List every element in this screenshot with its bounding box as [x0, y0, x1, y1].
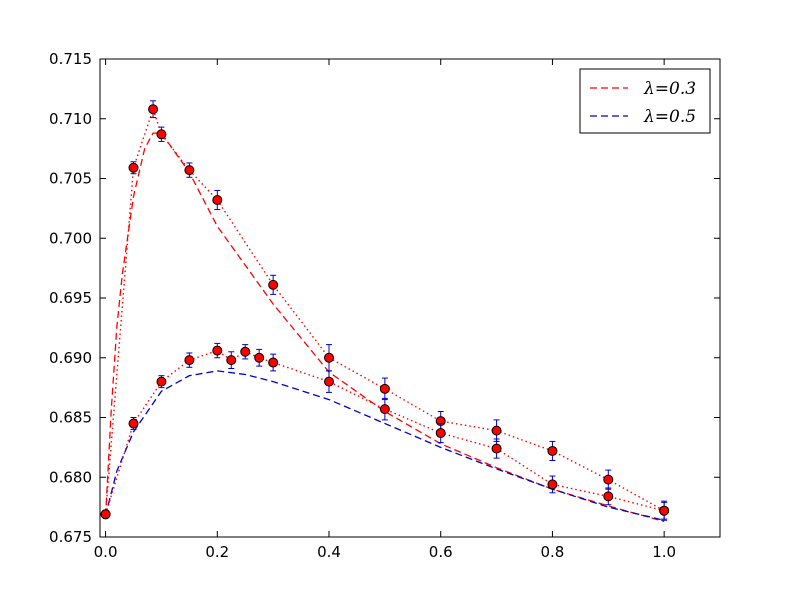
data-point	[226, 355, 237, 366]
series-layer	[104, 132, 665, 523]
series-line-1	[104, 132, 665, 523]
measurement-line	[104, 349, 665, 515]
data-point	[184, 355, 195, 366]
data-point	[491, 443, 502, 454]
data-point	[184, 165, 195, 176]
data-point	[212, 345, 223, 356]
data-point	[128, 162, 139, 173]
y-tick-label: 0.695	[49, 289, 92, 307]
legend-box	[579, 68, 711, 134]
measurement-line	[104, 106, 665, 515]
y-tick-label: 0.700	[49, 229, 92, 247]
legend: λ=0.3 λ=0.5	[579, 68, 711, 134]
data-point	[379, 404, 390, 415]
y-axis: 0.675 0.680 0.685 0.690 0.695 0.700 0.705 0.710…	[49, 50, 720, 546]
x-tick-label: 0.0	[94, 543, 118, 561]
data-point	[156, 376, 167, 387]
y-tick-label: 0.675	[49, 528, 92, 546]
measurement-layer	[100, 100, 670, 521]
y-tick-label: 0.705	[49, 170, 92, 188]
data-point	[156, 129, 167, 140]
x-axis: 0.0 0.2 0.4 0.6 0.8 1.0	[94, 59, 676, 561]
y-tick-label: 0.715	[49, 50, 92, 68]
data-point	[254, 352, 265, 363]
x-tick-label: 0.2	[205, 543, 229, 561]
data-point	[212, 195, 223, 206]
x-tick-label: 1.0	[652, 543, 676, 561]
data-point	[547, 445, 558, 456]
data-point	[603, 491, 614, 502]
x-tick-label: 0.4	[317, 543, 341, 561]
y-tick-label: 0.680	[49, 468, 92, 486]
data-point	[148, 104, 159, 115]
data-point	[659, 505, 670, 516]
plot-area: 0.0 0.2 0.4 0.6 0.8 1.0 0.6750.6800.6850.6900…	[49, 50, 721, 561]
data-point	[435, 428, 446, 439]
data-point	[547, 479, 558, 490]
legend-label: λ=0.5	[643, 107, 696, 127]
data-point	[324, 352, 335, 363]
y-tick-label: 0.690	[49, 349, 92, 367]
data-point	[128, 418, 139, 429]
data-point	[324, 376, 335, 387]
data-point	[100, 509, 111, 520]
data-point	[240, 346, 251, 357]
x-tick-label: 0.6	[429, 543, 453, 561]
data-point	[268, 357, 279, 368]
measurement-set-2	[100, 342, 670, 520]
y-tick-label: 0.710	[49, 110, 92, 128]
legend-label: λ=0.3	[643, 79, 696, 99]
data-point	[379, 383, 390, 394]
y-tick-label: 0.685	[49, 409, 92, 427]
data-point	[491, 425, 502, 436]
x-tick-label: 0.8	[541, 543, 565, 561]
data-point	[603, 474, 614, 485]
series-line-2	[104, 370, 665, 521]
data-point	[268, 279, 279, 290]
